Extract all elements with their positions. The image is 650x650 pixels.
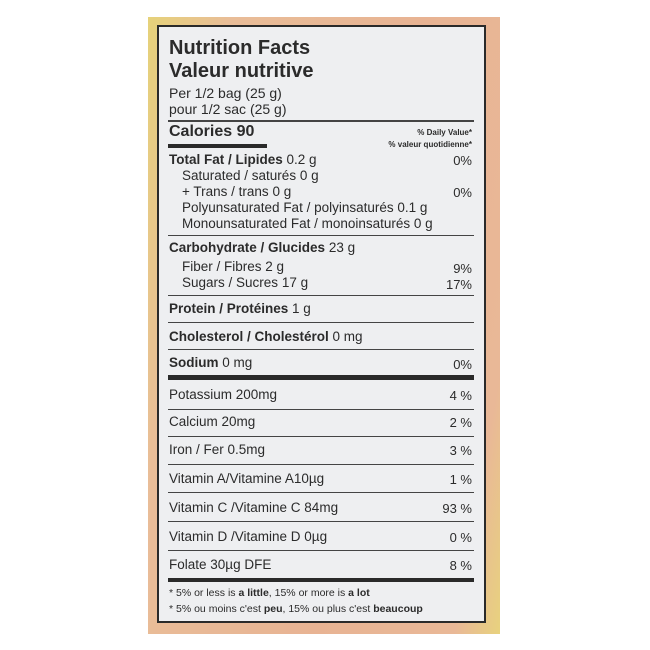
dv-header-fr: % valeur quotidienne* — [388, 140, 472, 149]
title-fr: Valeur nutritive — [169, 60, 314, 82]
row-calcium: Calcium 20mg — [169, 414, 256, 429]
divider — [168, 322, 474, 323]
divider — [168, 550, 474, 551]
divider — [168, 235, 474, 236]
row-sodium: Sodium 0 mg — [169, 355, 253, 370]
divider — [168, 295, 474, 296]
dv-vitamin-c: 93 % — [442, 501, 472, 516]
row-total-fat: Total Fat / Lipides 0.2 g — [169, 152, 317, 167]
row-monounsaturated: Monounsaturated Fat / monoinsaturés 0 g — [182, 216, 433, 231]
calories: Calories 90 — [169, 123, 255, 140]
dv-vitamin-d: 0 % — [449, 530, 472, 545]
footnote-en: * 5% or less is a little, 15% or more is… — [169, 587, 370, 599]
row-iron: Iron / Fer 0.5mg — [169, 442, 266, 457]
row-saturated: Saturated / saturés 0 g — [182, 168, 319, 183]
divider — [168, 436, 474, 437]
dv-fiber: 9% — [453, 261, 472, 276]
serving-en: Per 1/2 bag (25 g) — [169, 85, 282, 101]
row-potassium: Potassium 200mg — [169, 387, 278, 402]
divider — [168, 521, 474, 522]
row-trans: + Trans / trans 0 g — [182, 184, 292, 199]
dv-trans: 0% — [453, 185, 472, 200]
row-vitamin-d: Vitamin D /Vitamine D 0µg — [169, 529, 328, 544]
thick-divider — [168, 375, 474, 380]
row-cholesterol: Cholesterol / Cholestérol 0 mg — [169, 329, 363, 344]
dv-folate: 8 % — [449, 558, 472, 573]
row-polyunsaturated: Polyunsaturated Fat / polyinsaturés 0.1 … — [182, 200, 428, 215]
row-sugars: Sugars / Sucres 17 g — [182, 275, 309, 290]
serving-fr: pour 1/2 sac (25 g) — [169, 101, 287, 117]
footnote-fr: * 5% ou moins c'est peu, 15% ou plus c'e… — [169, 603, 423, 615]
row-folate: Folate 30µg DFE — [169, 557, 272, 572]
dv-vitamin-a: 1 % — [449, 472, 472, 487]
dv-sugars: 17% — [445, 277, 472, 292]
nutrition-facts-label: Nutrition Facts Valeur nutritive Per 1/2… — [157, 25, 486, 623]
dv-total-fat: 0% — [453, 153, 472, 168]
divider — [168, 349, 474, 350]
dv-sodium: 0% — [453, 357, 472, 372]
divider — [168, 464, 474, 465]
row-vitamin-c: Vitamin C /Vitamine C 84mg — [169, 500, 339, 515]
row-carbohydrate: Carbohydrate / Glucides 23 g — [169, 240, 356, 255]
row-protein: Protein / Protéines 1 g — [169, 301, 311, 316]
row-fiber: Fiber / Fibres 2 g — [182, 259, 285, 274]
divider — [168, 492, 474, 493]
dv-header-en: % Daily Value* — [417, 128, 472, 137]
row-vitamin-a: Vitamin A/Vitamine A10µg — [169, 471, 325, 486]
dv-iron: 3 % — [449, 443, 472, 458]
dv-potassium: 4 % — [449, 388, 472, 403]
dv-calcium: 2 % — [449, 415, 472, 430]
title-en: Nutrition Facts — [169, 37, 311, 59]
divider — [168, 409, 474, 410]
thick-divider — [168, 578, 474, 582]
calories-bar — [168, 144, 267, 148]
divider — [168, 120, 474, 122]
